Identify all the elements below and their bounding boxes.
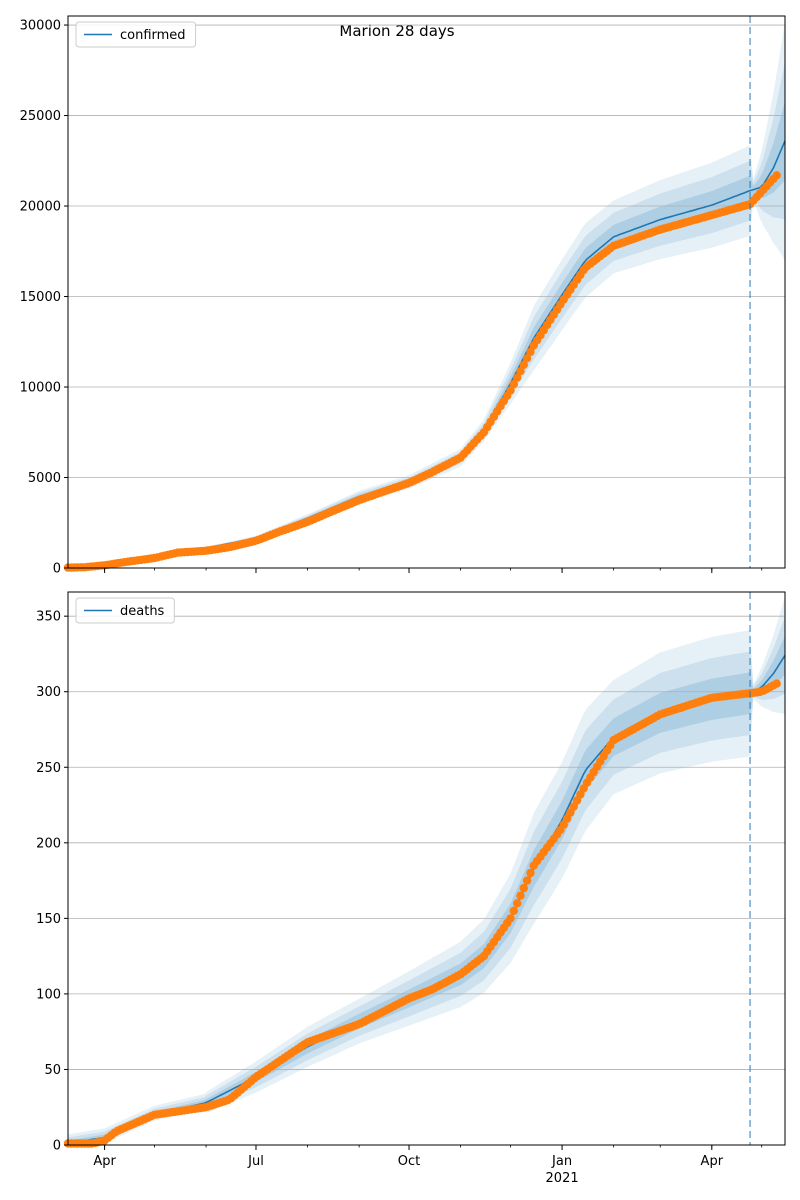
y-tick-label-2: 100 [36,987,61,1002]
confirmed-panel: 0 5000 10000 15000 20000 25000 30000 confirmed [20,15,786,577]
y-tick-label-5: 25000 [20,109,61,124]
deaths-uncertainty-bands [68,596,785,1145]
deaths-axes: 0 50 100 150 200 250 300 350 Apr Jul Oct Jan Apr [36,591,786,1169]
uncertainty-band-1 [68,61,785,568]
confirmed-legend-label: confirmed [120,28,186,43]
y-tick-label-6: 30000 [20,19,61,34]
observed-point [506,386,515,395]
deaths-panel: 0 50 100 150 200 250 300 350 Apr Jul Oct Jan Apr dea… [36,591,786,1169]
observed-point [519,883,528,893]
y-tick-label-0: 0 [53,562,61,577]
y-tick-label-5: 250 [36,761,61,776]
x-tick-label-2: Oct [398,1154,420,1169]
deaths-legend: deaths [75,597,175,624]
confirmed-grid [68,24,785,569]
observed-point [559,820,568,829]
y-tick-label-4: 200 [36,836,61,851]
y-tick-label-1: 50 [44,1063,61,1078]
observed-point [526,347,535,357]
deaths-legend-label: deaths [120,604,165,619]
y-tick-label-6: 300 [36,685,61,700]
observed-point [519,360,528,369]
observed-point [772,679,781,688]
axes-frame [67,15,786,569]
observed-point [509,906,518,915]
y-tick-label-0: 0 [53,1139,61,1154]
observed-point [569,802,578,811]
y-tick-label-4: 20000 [20,200,61,215]
confirmed-observed-series [63,171,781,572]
observed-point [516,891,525,900]
x-tick-label-3: Jan [551,1154,572,1169]
y-tick-label-3: 150 [36,912,61,927]
observed-point [772,171,781,180]
observed-point [522,876,532,885]
observed-point [516,367,525,376]
x-tick-label-4: Apr [701,1154,724,1169]
y-tick-label-1: 5000 [28,471,61,486]
figure-title: Marion 28 days [339,22,454,40]
y-tick-label-2: 10000 [20,381,61,396]
uncertainty-band-2 [68,636,785,1145]
observed-point [513,373,522,382]
x-year-label: 2021 [546,1171,579,1186]
deaths-legend-box [75,597,175,624]
uncertainty-band-0 [68,596,785,1145]
y-tick-label-3: 15000 [20,290,61,305]
observed-point [522,354,532,363]
x-tick-label-1: Jul [247,1154,264,1169]
confirmed-axes: 0 5000 10000 15000 20000 25000 30000 [20,15,786,577]
confirmed-legend-box [75,21,197,48]
uncertainty-band-2 [68,101,785,568]
deaths-observed-series [63,679,781,1148]
y-tick-label-7: 350 [36,610,61,625]
observed-point [526,868,535,878]
confirmed-uncertainty-bands [68,21,785,568]
uncertainty-band-0 [68,21,785,568]
observed-point [509,380,518,389]
observed-point [506,914,515,923]
confirmed-legend: confirmed [75,21,197,48]
axes-frame [67,591,786,1146]
x-tick-label-0: Apr [93,1154,116,1169]
observed-point [513,899,522,908]
